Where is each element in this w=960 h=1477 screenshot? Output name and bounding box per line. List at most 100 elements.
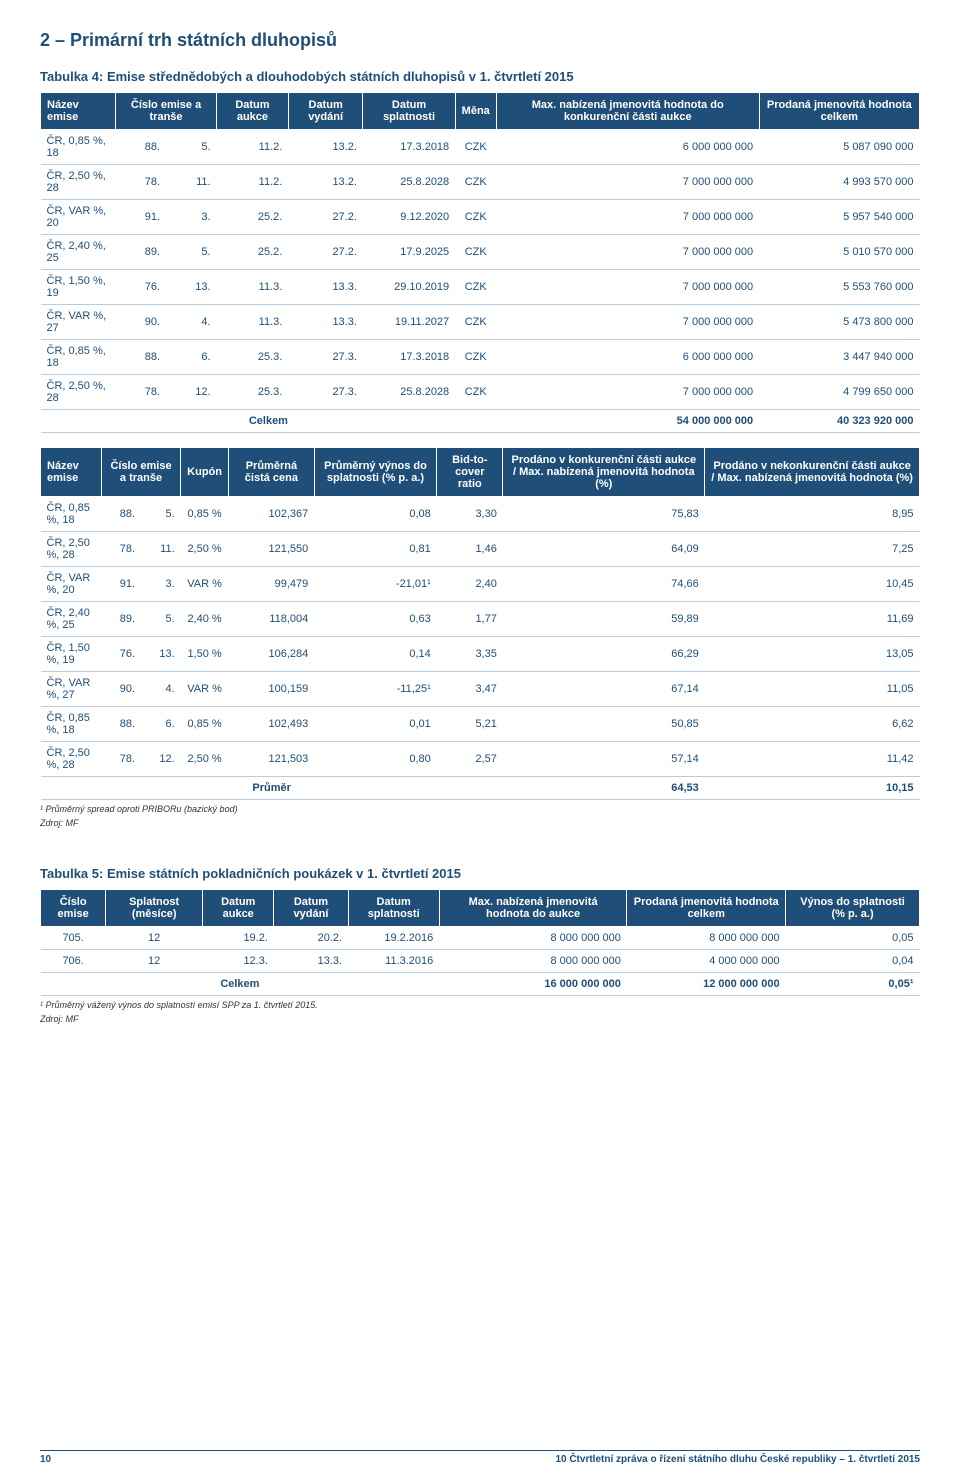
cell-splatnost: 12 [106, 950, 203, 973]
cell-emise: 90. [116, 305, 167, 340]
table-row: ČR, 0,85 %, 1888.5.11.2.13.2.17.3.2018CZ… [41, 130, 920, 165]
cell-emise: 76. [101, 637, 141, 672]
table4b-total-row: Průměr64,5310,15 [41, 777, 920, 800]
cell-transe: 11. [141, 532, 181, 567]
table-row: ČR, 2,50 %, 2878.11.2,50 %121,5500,811,4… [41, 532, 920, 567]
table-row: ČR, 2,40 %, 2589.5.2,40 %118,0040,631,77… [41, 602, 920, 637]
col-nazev: Název emise [41, 448, 102, 497]
cell-prodana: 5 087 090 000 [759, 130, 919, 165]
cell-konk: 67,14 [503, 672, 705, 707]
cell-emise: 76. [116, 270, 167, 305]
cell-transe: 11. [166, 165, 217, 200]
cell-nekonk: 13,05 [705, 637, 920, 672]
total-nekonk: 10,15 [705, 777, 920, 800]
cell-prodana: 8 000 000 000 [627, 927, 786, 950]
cell-nekonk: 11,69 [705, 602, 920, 637]
cell-dat-splat: 19.2.2016 [348, 927, 439, 950]
cell-vynos: 0,05 [786, 927, 920, 950]
cell-mena: CZK [455, 165, 496, 200]
total-prodana: 40 323 920 000 [759, 410, 919, 433]
cell-nazev: ČR, 0,85 %, 18 [41, 707, 102, 742]
table-row: 705.1219.2.20.2.19.2.20168 000 000 0008 … [41, 927, 920, 950]
cell-nazev: ČR, 2,50 %, 28 [41, 165, 116, 200]
cell-nekonk: 11,42 [705, 742, 920, 777]
cell-bidcover: 5,21 [437, 707, 503, 742]
cell-splatnost: 12 [106, 927, 203, 950]
footer-title: 10 Čtvrtletní zpráva o řízení státního d… [555, 1454, 920, 1465]
table-row: ČR, VAR %, 2790.4.VAR %100,159-11,25¹3,4… [41, 672, 920, 707]
cell-mena: CZK [455, 340, 496, 375]
cell-bidcover: 3,47 [437, 672, 503, 707]
col-prumerna-cena: Průměrná čistá cena [228, 448, 314, 497]
cell-emise: 78. [116, 375, 167, 410]
cell-splatnost: 19.11.2027 [363, 305, 455, 340]
cell-konk: 50,85 [503, 707, 705, 742]
cell-emise: 88. [101, 497, 141, 532]
cell-max: 7 000 000 000 [496, 305, 759, 340]
cell-vynos: 0,04 [786, 950, 920, 973]
cell-transe: 5. [166, 235, 217, 270]
col-prodana: Prodaná jmenovitá hodnota celkem [627, 890, 786, 927]
cell-splatnost: 25.8.2028 [363, 375, 455, 410]
cell-max: 6 000 000 000 [496, 130, 759, 165]
cell-nazev: ČR, 2,50 %, 28 [41, 375, 116, 410]
cell-nekonk: 11,05 [705, 672, 920, 707]
table-row: ČR, 1,50 %, 1976.13.1,50 %106,2840,143,3… [41, 637, 920, 672]
cell-nazev: ČR, 1,50 %, 19 [41, 270, 116, 305]
cell-bidcover: 1,77 [437, 602, 503, 637]
table4-total-row: Celkem54 000 000 00040 323 920 000 [41, 410, 920, 433]
cell-emise: 89. [101, 602, 141, 637]
cell-aukce: 11.3. [217, 305, 289, 340]
cell-vydani: 27.2. [288, 200, 363, 235]
cell-konk: 64,09 [503, 532, 705, 567]
cell-bidcover: 3,35 [437, 637, 503, 672]
table-row: ČR, 2,50 %, 2878.11.11.2.13.2.25.8.2028C… [41, 165, 920, 200]
cell-nazev: ČR, 2,50 %, 28 [41, 742, 102, 777]
cell-aukce: 25.3. [217, 340, 289, 375]
cell-nazev: ČR, 1,50 %, 19 [41, 637, 102, 672]
cell-splatnost: 17.3.2018 [363, 340, 455, 375]
table4b: Název emise Číslo emise a tranše Kupón P… [40, 447, 920, 800]
cell-transe: 3. [141, 567, 181, 602]
col-vynos: Výnos do splatnosti (% p. a.) [786, 890, 920, 927]
cell-emise: 91. [116, 200, 167, 235]
cell-vydani: 13.3. [274, 950, 348, 973]
cell-prodana: 5 553 760 000 [759, 270, 919, 305]
footer-page-number: 10 [40, 1454, 51, 1465]
cell-nazev: ČR, VAR %, 27 [41, 672, 102, 707]
cell-vydani: 13.3. [288, 305, 363, 340]
total-vynos: 0,05¹ [786, 973, 920, 996]
cell-prodana: 3 447 940 000 [759, 340, 919, 375]
table-row: ČR, 0,85 %, 1888.6.0,85 %102,4930,015,21… [41, 707, 920, 742]
col-datum-splatnosti: Datum splatnosti [348, 890, 439, 927]
cell-vydani: 13.2. [288, 130, 363, 165]
cell-transe: 13. [141, 637, 181, 672]
cell-kupon: 0,85 % [181, 497, 229, 532]
cell-transe: 13. [166, 270, 217, 305]
cell-mena: CZK [455, 200, 496, 235]
table4b-footnote2: Zdroj: MF [40, 818, 920, 828]
table-row: ČR, VAR %, 2091.3.25.2.27.2.9.12.2020CZK… [41, 200, 920, 235]
cell-prodana: 5 473 800 000 [759, 305, 919, 340]
col-datum-aukce: Datum aukce [203, 890, 274, 927]
cell-konk: 75,83 [503, 497, 705, 532]
cell-prodana: 5 957 540 000 [759, 200, 919, 235]
total-prodana: 12 000 000 000 [627, 973, 786, 996]
cell-aukce: 11.3. [217, 270, 289, 305]
cell-max: 8 000 000 000 [439, 927, 627, 950]
cell-bidcover: 2,57 [437, 742, 503, 777]
cell-prodana: 4 000 000 000 [627, 950, 786, 973]
cell-nazev: ČR, 0,85 %, 18 [41, 130, 116, 165]
cell-splatnost: 9.12.2020 [363, 200, 455, 235]
cell-splatnost: 29.10.2019 [363, 270, 455, 305]
cell-mena: CZK [455, 375, 496, 410]
cell-cislo: 706. [41, 950, 106, 973]
col-kupon: Kupón [181, 448, 229, 497]
cell-max: 7 000 000 000 [496, 235, 759, 270]
cell-vydani: 27.3. [288, 375, 363, 410]
col-cislo: Číslo emise a tranše [101, 448, 180, 497]
cell-splatnost: 17.3.2018 [363, 130, 455, 165]
cell-emise: 88. [116, 130, 167, 165]
cell-aukce: 25.2. [217, 235, 289, 270]
cell-nazev: ČR, 0,85 %, 18 [41, 497, 102, 532]
